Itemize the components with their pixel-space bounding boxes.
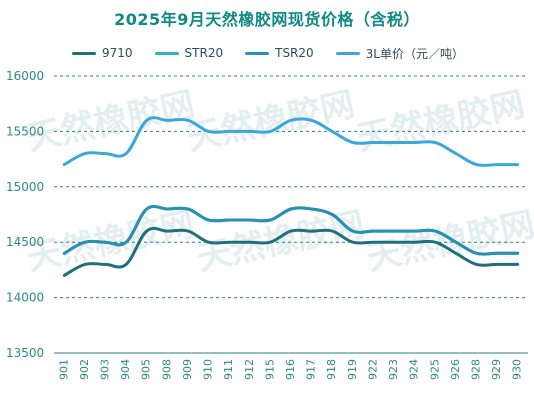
legend-label-2: TSR20 [275,46,314,60]
legend-swatch-3 [335,51,360,55]
legend-swatch-2 [245,51,270,55]
x-tick-label-905: 905 [140,359,153,380]
chart-title: 2025年9月天然橡胶网现货价格（含税） [114,10,420,29]
legend-label-1: STR20 [184,46,224,60]
series-line-3 [62,116,520,167]
x-tick-label-925: 925 [428,359,441,380]
x-tick-label-928: 928 [469,359,482,380]
watermark-text-2: 天然橡胶网 [354,84,529,158]
x-tick-label-908: 908 [160,359,173,380]
x-tick-label-902: 902 [78,359,91,380]
y-tick-label-15500: 15500 [6,124,44,138]
x-tick-label-919: 919 [346,359,359,380]
x-tick-label-930: 930 [511,359,524,380]
y-tick-label-14000: 14000 [6,291,44,305]
legend-item-1: STR20 [154,46,224,60]
y-tick-label-14500: 14500 [6,235,44,249]
series-line-0 [62,226,520,277]
y-tick-label-13500: 13500 [6,346,44,360]
x-tick-label-915: 915 [263,359,276,380]
x-tick-label-917: 917 [305,359,318,380]
x-tick-label-922: 922 [366,359,379,380]
legend-label-0: 9710 [102,46,133,60]
legend-label-3: 3L单价（元／吨） [365,46,464,61]
x-tick-label-916: 916 [284,359,297,380]
x-tick-label-909: 909 [181,359,194,380]
y-tick-label-16000: 16000 [6,69,44,83]
x-tick-label-924: 924 [408,359,421,380]
watermark-text-1: 天然橡胶网 [184,84,359,158]
x-tick-label-923: 923 [387,359,400,380]
legend-item-3: 3L单价（元／吨） [335,45,464,62]
series-line-2 [62,204,520,256]
legend-swatch-0 [72,51,96,55]
legend-item-0: 9710 [72,46,133,60]
x-tick-label-929: 929 [490,359,503,380]
x-tick-label-911: 911 [222,359,235,380]
x-tick-label-901: 901 [57,359,70,380]
x-tick-label-910: 910 [202,359,215,380]
legend: 9710 STR20 TSR20 3L单价（元／吨） [72,44,486,62]
x-tick-label-926: 926 [449,359,462,380]
x-tick-label-904: 904 [119,359,132,380]
legend-item-2: TSR20 [245,46,314,60]
x-tick-label-918: 918 [325,359,338,380]
x-tick-label-912: 912 [243,359,256,380]
y-tick-label-15000: 15000 [6,180,44,194]
x-tick-label-903: 903 [99,359,112,380]
legend-swatch-1 [154,51,179,55]
